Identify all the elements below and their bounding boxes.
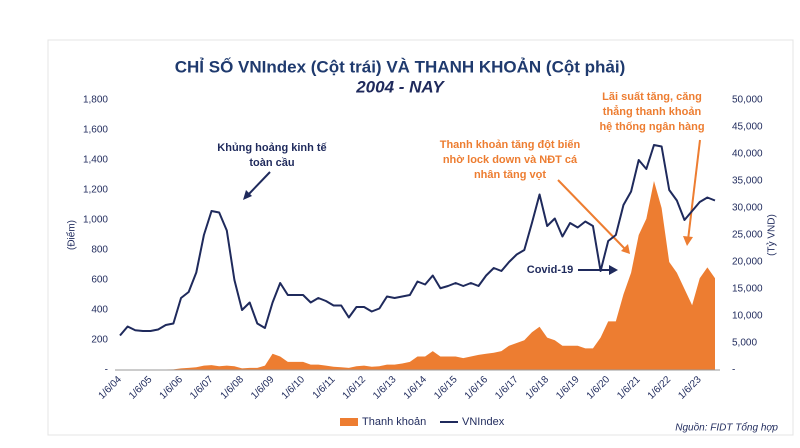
- annotation: nhờ lock down và NĐT cá: [443, 154, 578, 166]
- arrow: [557, 179, 627, 251]
- arrow-heads: [243, 190, 618, 275]
- y2-tick-label: 50,000: [732, 95, 763, 106]
- y-tick-label: 1,200: [83, 185, 108, 196]
- source-note: Nguồn: FIDT Tổng hợp: [675, 422, 778, 434]
- y-tick-label: 1,800: [83, 95, 108, 106]
- chart-title: CHỈ SỐ VNIndex (Cột trái) VÀ THANH KHOẢN…: [175, 56, 626, 76]
- y-tick-label: 400: [91, 305, 108, 316]
- annotation: toàn cầu: [249, 157, 294, 169]
- liquidity-area: [120, 181, 715, 370]
- annotation: Lãi suất tăng, căng: [602, 91, 702, 103]
- y2-tick-label: 20,000: [732, 257, 763, 268]
- annotation: Covid-19: [527, 264, 573, 276]
- annotation: hệ thống ngân hàng: [599, 121, 704, 133]
- y-tick-label: 1,000: [83, 215, 108, 226]
- y-axis-title: (Điểm): [66, 220, 78, 250]
- arrow-heads: [621, 236, 693, 254]
- y2-tick-label: 15,000: [732, 284, 763, 295]
- y-tick-label: 800: [91, 245, 108, 256]
- annotation-arrows: [246, 171, 612, 271]
- y2-tick-label: 45,000: [732, 122, 763, 133]
- y-tick-label: 1,400: [83, 155, 108, 166]
- arrow-head: [621, 244, 630, 254]
- annotation: thẳng thanh khoản: [603, 105, 702, 118]
- y2-tick-label: 30,000: [732, 203, 763, 214]
- chart-subtitle: 2004 - NAY: [355, 77, 445, 96]
- arrow-head: [609, 265, 618, 275]
- legend-swatch: [340, 418, 358, 426]
- y2-tick-label: 5,000: [732, 338, 757, 349]
- y2-tick-label: 10,000: [732, 311, 763, 322]
- y-tick-label: 200: [91, 335, 108, 346]
- y2-tick-label: -: [732, 365, 735, 376]
- legend-label: Thanh khoản: [362, 416, 426, 428]
- y2-tick-label: 25,000: [732, 230, 763, 241]
- arrow-head: [683, 236, 693, 246]
- arrow: [687, 139, 701, 241]
- annotation: Khủng hoảng kinh tế: [217, 142, 327, 154]
- legend-label: VNIndex: [462, 416, 505, 428]
- arrow: [246, 171, 271, 197]
- y-tick-label: 1,600: [83, 125, 108, 136]
- y2-tick-label: 40,000: [732, 149, 763, 160]
- annotation: Thanh khoản tăng đột biến: [440, 139, 581, 151]
- arrow-head: [243, 190, 252, 200]
- vnindex-line: [119, 144, 716, 337]
- y-tick-label: -: [105, 365, 108, 376]
- annotation-arrows: [557, 139, 701, 251]
- annotation: nhân tăng vọt: [474, 169, 546, 181]
- y2-axis-title: (Tỷ VND): [766, 214, 778, 256]
- y-tick-label: 600: [91, 275, 108, 286]
- y2-tick-label: 35,000: [732, 176, 763, 187]
